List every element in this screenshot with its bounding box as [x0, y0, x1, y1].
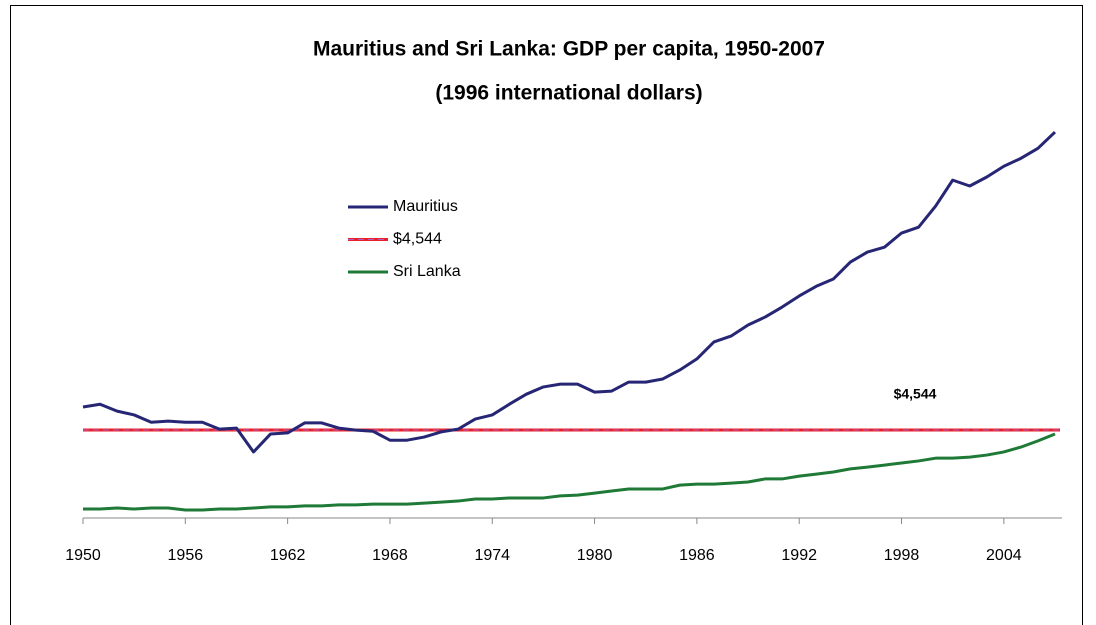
x-tick-label: 1950 [65, 547, 101, 564]
reference-label: $4,544 [894, 386, 937, 402]
x-tick-label: 1956 [168, 547, 204, 564]
series-line [83, 432, 1056, 512]
x-tick-label: 1980 [577, 547, 613, 564]
chart-title: Mauritius and Sri Lanka: GDP per capita,… [313, 38, 825, 61]
legend-label: $4,544 [393, 231, 442, 248]
x-tick-label: 1968 [372, 547, 408, 564]
x-tick-label: 1986 [679, 547, 715, 564]
x-tick-label: 1974 [474, 547, 510, 564]
x-tick-label: 1962 [270, 547, 306, 564]
legend-label: Sri Lanka [393, 263, 461, 280]
chart-subtitle: (1996 international dollars) [435, 82, 702, 105]
x-tick-label: 1998 [884, 547, 920, 564]
legend-label: Mauritius [393, 198, 458, 215]
x-tick-label: 1992 [781, 547, 817, 564]
x-tick-label: 2004 [986, 547, 1022, 564]
chart-frame [10, 5, 1083, 625]
series-line [82, 130, 1057, 454]
